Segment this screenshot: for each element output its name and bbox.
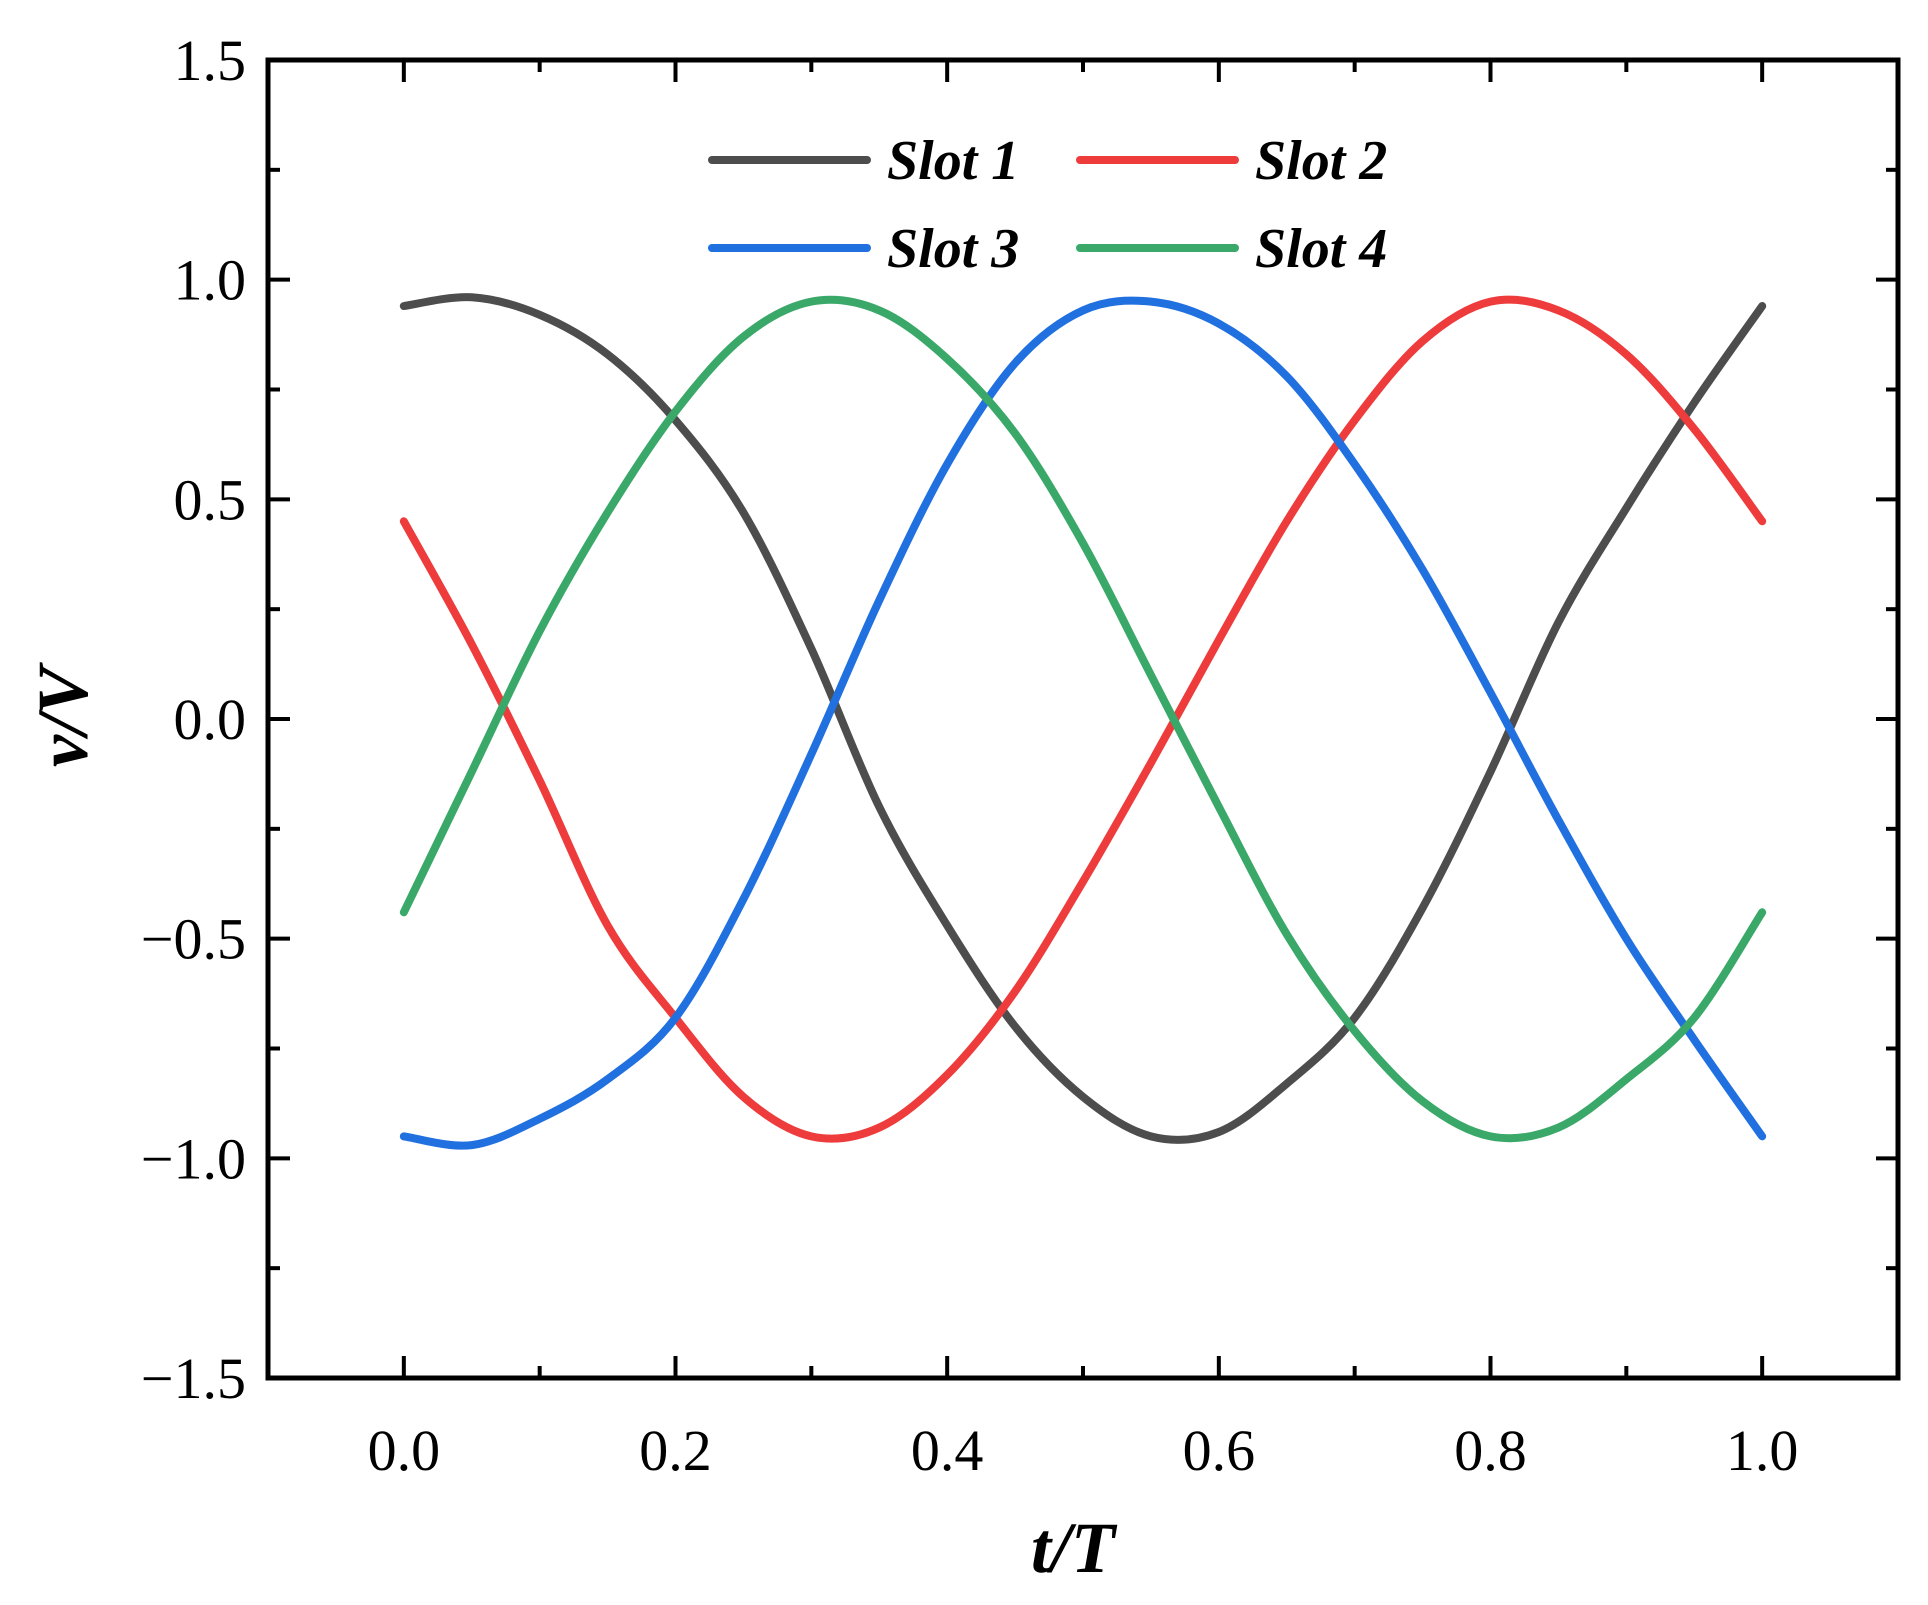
y-tick-label: 1.0: [174, 248, 247, 313]
y-tick-label: −1.5: [141, 1346, 246, 1411]
series-line-slot-2: [399, 295, 1767, 1143]
legend-label-slot-2: Slot 2: [1255, 130, 1387, 192]
y-tick-label: −0.5: [141, 907, 246, 972]
series-line-slot-3: [399, 296, 1767, 1150]
y-tick-label: 1.5: [174, 28, 247, 93]
series-group: [399, 293, 1767, 1150]
y-axis-title: v/V: [23, 662, 103, 767]
x-tick-label: 0.0: [368, 1418, 441, 1483]
legend-label-slot-3: Slot 3: [887, 218, 1019, 280]
y-tick-label: 0.5: [174, 467, 247, 532]
legend: Slot 1 Slot 2 Slot 3 Slot 4: [708, 130, 1387, 280]
tick-labels-group: 0.0 0.2 0.4 0.6 0.8 1.0 −1.5 −1.0 −0.5 0.0 0.5 1.0 1…: [141, 28, 1799, 1483]
x-tick-label: 0.6: [1183, 1418, 1256, 1483]
x-tick-label: 0.8: [1454, 1418, 1527, 1483]
x-tick-label: 0.4: [911, 1418, 984, 1483]
x-tick-label: 0.2: [639, 1418, 712, 1483]
y-tick-label: −1.0: [141, 1126, 246, 1191]
legend-label-slot-1: Slot 1: [887, 130, 1019, 192]
x-axis-title: t/T: [1031, 1508, 1118, 1588]
ticks-group: [268, 58, 1898, 1380]
x-tick-label: 1.0: [1726, 1418, 1799, 1483]
plot-frame: [265, 57, 1901, 1381]
y-tick-label: 0.0: [174, 687, 247, 752]
legend-label-slot-4: Slot 4: [1255, 218, 1387, 280]
series-line-slot-4: [399, 295, 1767, 1143]
